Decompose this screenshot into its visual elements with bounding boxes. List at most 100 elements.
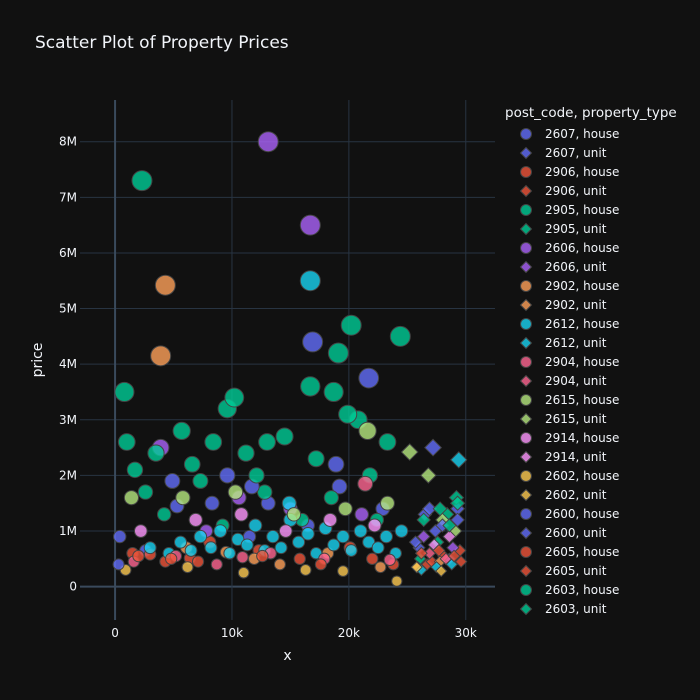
legend-item-2906-house[interactable]: 2906, house — [515, 162, 619, 181]
legend-item-2605-unit[interactable]: 2605, unit — [515, 561, 619, 580]
point-2902-house[interactable] — [150, 345, 172, 367]
point-2902-house[interactable] — [273, 558, 286, 571]
legend-item-2904-unit[interactable]: 2904, unit — [515, 371, 619, 390]
point-2612-house[interactable] — [274, 541, 288, 555]
point-2905-house[interactable] — [131, 170, 153, 192]
point-2904-house[interactable] — [236, 550, 249, 564]
point-2602-house[interactable] — [337, 565, 349, 577]
point-2607-house[interactable] — [331, 478, 348, 495]
point-2603-house[interactable] — [224, 387, 245, 408]
point-2603-unit[interactable] — [449, 495, 466, 511]
point-2603-unit[interactable] — [416, 512, 431, 528]
legend-item-2902-unit[interactable]: 2902, unit — [515, 295, 619, 314]
point-2605-unit[interactable] — [414, 546, 428, 560]
point-2914-house[interactable] — [133, 524, 148, 538]
point-2612-house[interactable] — [336, 529, 350, 544]
point-2605-house[interactable] — [366, 552, 379, 565]
point-2603-house[interactable] — [378, 433, 397, 451]
point-2600-unit[interactable] — [450, 512, 465, 528]
point-2612-house[interactable] — [353, 524, 368, 538]
legend-item-2904-house[interactable]: 2904, house — [515, 352, 619, 371]
point-2600-unit[interactable] — [424, 438, 442, 457]
point-2902-house[interactable] — [374, 561, 387, 574]
point-2603-house[interactable] — [300, 376, 321, 397]
point-2606-house[interactable] — [257, 131, 279, 153]
point-2605-unit[interactable] — [447, 549, 461, 563]
point-2602-house[interactable] — [237, 566, 250, 579]
point-2605-house[interactable] — [314, 558, 327, 571]
point-2906-house[interactable] — [293, 552, 306, 565]
point-2905-house[interactable] — [237, 444, 255, 462]
legend-item-2612-unit[interactable]: 2612, unit — [515, 333, 619, 352]
point-2602-unit[interactable] — [435, 564, 448, 578]
point-2612-house[interactable] — [394, 524, 409, 538]
point-2612-house[interactable] — [240, 538, 254, 552]
legend-item-2602-house[interactable]: 2602, house — [515, 466, 619, 485]
point-2606-house[interactable] — [354, 507, 369, 522]
point-2600-house[interactable] — [164, 472, 181, 489]
point-2600-unit[interactable] — [408, 535, 423, 549]
point-2612-house[interactable] — [184, 544, 198, 557]
point-2612-house[interactable] — [223, 546, 236, 560]
point-2905-house[interactable] — [192, 472, 209, 489]
point-2612-house[interactable] — [173, 535, 188, 549]
point-2612-house[interactable] — [204, 541, 218, 555]
point-2603-house[interactable] — [248, 467, 265, 484]
legend-item-2914-unit[interactable]: 2914, unit — [515, 447, 619, 466]
point-2602-house[interactable] — [299, 564, 312, 576]
point-2603-unit[interactable] — [432, 501, 448, 517]
point-2605-unit[interactable] — [432, 543, 446, 558]
point-2612-house[interactable] — [362, 535, 376, 549]
point-2905-house[interactable] — [323, 490, 339, 506]
point-2612-house[interactable] — [193, 529, 208, 544]
point-2914-house[interactable] — [234, 507, 249, 522]
legend-item-2606-house[interactable]: 2606, house — [515, 238, 619, 257]
point-2905-house[interactable] — [340, 314, 362, 336]
point-2612-house[interactable] — [344, 544, 358, 557]
point-2600-house[interactable] — [327, 455, 345, 473]
point-2905-house[interactable] — [114, 381, 135, 403]
legend-item-2612-house[interactable]: 2612, house — [515, 314, 619, 333]
legend-item-2615-house[interactable]: 2615, house — [515, 390, 619, 409]
point-2615-unit[interactable] — [420, 467, 437, 484]
legend-item-2600-unit[interactable]: 2600, unit — [515, 523, 619, 542]
legend-item-2607-house[interactable]: 2607, house — [515, 124, 619, 143]
point-2914-unit[interactable] — [442, 529, 457, 544]
point-2902-house[interactable] — [154, 274, 176, 296]
point-2905-house[interactable] — [389, 325, 411, 347]
legend-item-2905-unit[interactable]: 2905, unit — [515, 219, 619, 238]
point-2612-unit[interactable] — [430, 561, 443, 574]
point-2905-house[interactable] — [327, 342, 349, 364]
point-2605-house[interactable] — [132, 549, 145, 563]
point-2615-house[interactable] — [227, 484, 244, 500]
point-2605-house[interactable] — [165, 552, 178, 565]
point-2914-house[interactable] — [188, 512, 203, 527]
point-2602-house[interactable] — [181, 561, 194, 574]
point-2612-unit[interactable] — [450, 451, 468, 469]
point-2615-house[interactable] — [286, 507, 302, 522]
point-2612-house[interactable] — [379, 529, 393, 544]
point-2914-house[interactable] — [367, 518, 382, 533]
point-2615-house[interactable] — [380, 495, 395, 511]
point-2612-house[interactable] — [301, 527, 315, 541]
point-2603-house[interactable] — [117, 433, 136, 451]
point-2603-house[interactable] — [147, 444, 165, 462]
point-2603-house[interactable] — [323, 381, 344, 403]
point-2600-house[interactable] — [204, 495, 220, 511]
legend-item-2603-house[interactable]: 2603, house — [515, 580, 619, 599]
point-2602-unit[interactable] — [410, 561, 423, 574]
point-2905-house[interactable] — [156, 507, 172, 522]
point-2904-house[interactable] — [383, 553, 396, 567]
point-2603-house[interactable] — [338, 404, 358, 424]
legend-item-2914-house[interactable]: 2914, house — [515, 428, 619, 447]
point-2603-unit[interactable] — [442, 518, 457, 533]
point-2905-house[interactable] — [172, 421, 191, 441]
legend-item-2607-unit[interactable]: 2607, unit — [515, 143, 619, 162]
legend-item-2905-house[interactable]: 2905, house — [515, 200, 619, 219]
point-2605-unit[interactable] — [454, 555, 468, 568]
point-2615-house[interactable] — [123, 490, 140, 506]
point-2615-house[interactable] — [338, 501, 353, 517]
point-2615-house[interactable] — [175, 490, 191, 506]
point-2612-house[interactable] — [213, 524, 228, 538]
point-2606-house[interactable] — [299, 214, 321, 236]
